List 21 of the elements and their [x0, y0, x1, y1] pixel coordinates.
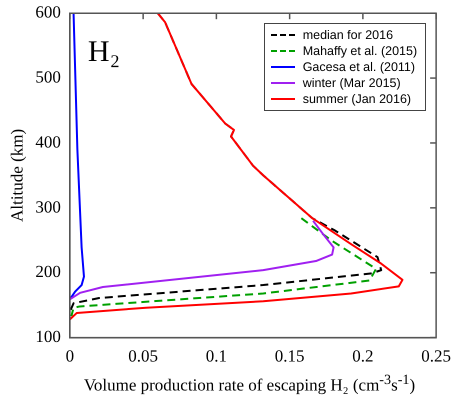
legend-label: summer (Jan 2016)	[302, 91, 412, 108]
x-tick-label: 0.15	[274, 346, 305, 366]
x-tick-label: 0.25	[421, 346, 451, 366]
y-tick-label: 300	[35, 197, 61, 216]
x-axis-title: Volume production rate of escaping H₂ (cm$^{-3}$s$^{-1}$)	[82, 372, 416, 396]
x-tick-label: 0.05	[128, 346, 158, 366]
y-tick-label: 600	[35, 2, 61, 22]
annotation: H₂	[88, 35, 120, 68]
y-axis-title: Altitude (km)	[8, 128, 27, 222]
legend-label: median for 2016	[302, 27, 394, 44]
x-tick-label: 0	[66, 346, 74, 366]
legend-label: Gacesa et al. (2011)	[302, 59, 416, 76]
x-tick-label: 0.2	[352, 346, 374, 366]
y-tick-label: 400	[35, 132, 61, 152]
legend-label: Mahaffy et al. (2015)	[302, 43, 418, 60]
legend-label: winter (Mar 2015)	[302, 75, 401, 92]
line-series	[70, 217, 378, 318]
x-tick-label: 0.1	[206, 346, 228, 366]
y-tick-label: 200	[35, 262, 61, 282]
y-tick-label: 100	[35, 327, 61, 346]
y-tick-label: 500	[35, 68, 61, 87]
